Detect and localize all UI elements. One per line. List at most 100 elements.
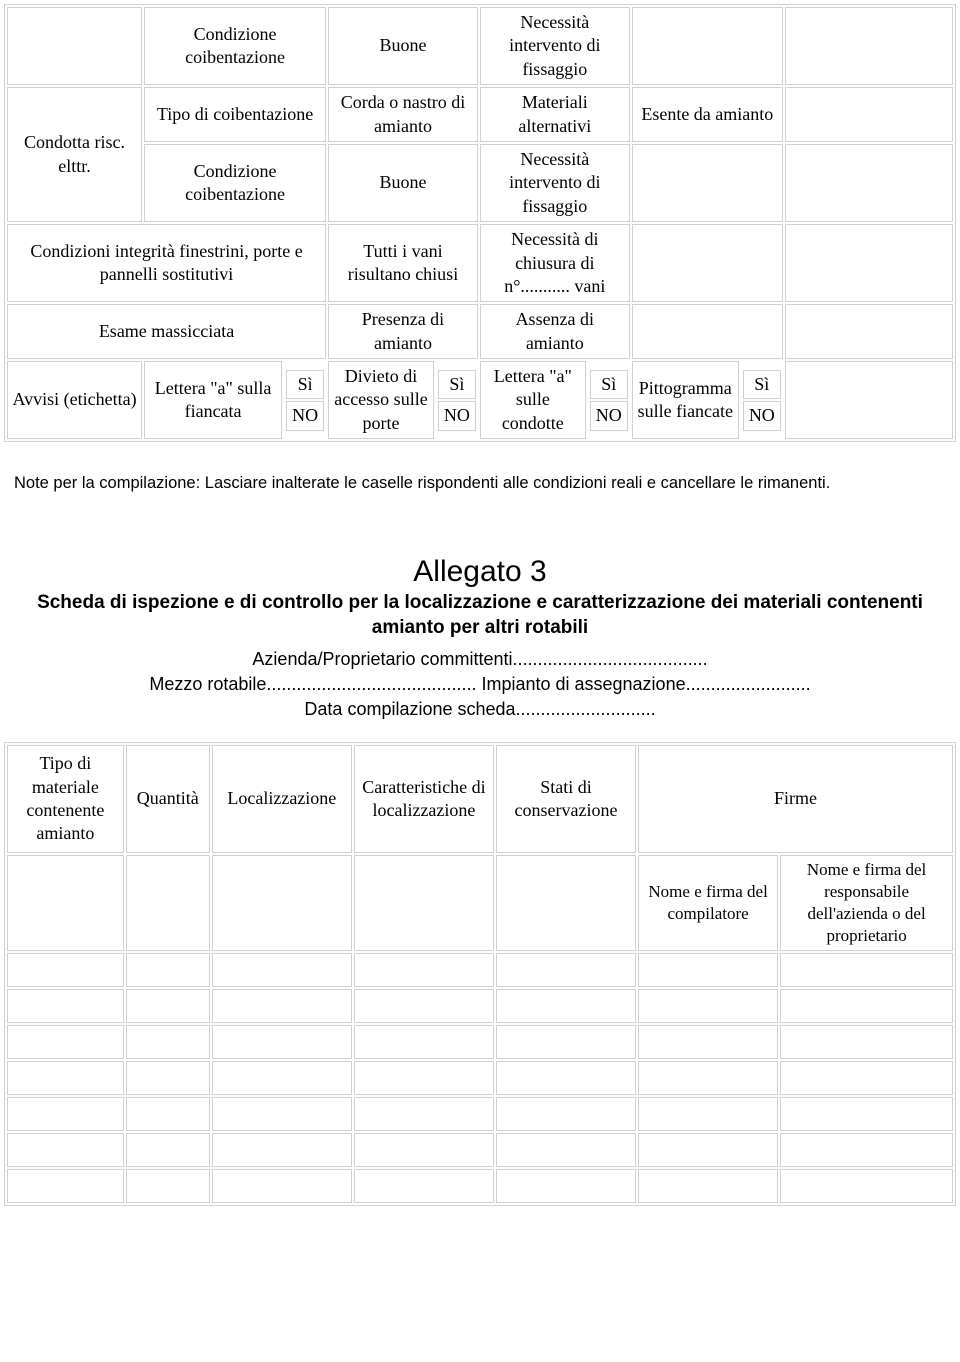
cell-blank	[126, 1061, 210, 1095]
allegato-subtitle: Scheda di ispezione e di controllo per l…	[24, 591, 936, 640]
table-row: Condizione coibentazione Buone Necessità…	[7, 7, 953, 85]
cell-blank	[126, 1097, 210, 1131]
cell-blank	[638, 953, 778, 987]
col-header: Stati di conservazione	[496, 745, 636, 853]
cell-blank	[354, 989, 494, 1023]
cell-blank	[126, 1169, 210, 1203]
inspection-table-1: Condizione coibentazione Buone Necessità…	[4, 4, 956, 442]
cell-blank	[212, 953, 352, 987]
cell-yesno: SìNO	[588, 361, 630, 439]
cell-yesno: SìNO	[284, 361, 326, 439]
cell-blank	[354, 1169, 494, 1203]
field-mezzo: Mezzo rotabile..........................…	[149, 672, 810, 697]
cell-si: Sì	[286, 370, 324, 399]
cell-blank	[212, 1133, 352, 1167]
cell-blank	[126, 953, 210, 987]
cell-blank	[638, 1097, 778, 1131]
cell-blank	[354, 1025, 494, 1059]
allegato-fields: Azienda/Proprietario committenti........…	[24, 647, 936, 723]
cell-value: Esente da amianto	[632, 87, 783, 142]
field-data: Data compilazione scheda................…	[304, 699, 655, 719]
cell-value: Materiali alternativi	[480, 87, 630, 142]
cell-blank	[126, 1025, 210, 1059]
cell-rowhead: Esame massicciata	[7, 304, 326, 359]
table-row	[7, 1061, 953, 1095]
cell-yesno: SìNO	[741, 361, 783, 439]
col-header: Localizzazione	[212, 745, 352, 853]
cell-blank	[785, 87, 953, 142]
cell-blank	[212, 989, 352, 1023]
cell-blank	[7, 1097, 124, 1131]
table-row: Esame massicciata Presenza di amianto As…	[7, 304, 953, 359]
cell-value: Necessità di chiusura di n°........... v…	[480, 224, 630, 302]
cell-no: NO	[590, 401, 628, 430]
cell-blank	[7, 1025, 124, 1059]
cell-sig: Nome e firma del responsabile dell'azien…	[780, 855, 953, 951]
cell-blank	[212, 1097, 352, 1131]
compilation-note: Note per la compilazione: Lasciare inalt…	[14, 472, 946, 495]
cell-label: Pittogramma sulle fiancate	[632, 361, 739, 439]
cell-label: Lettera "a" sulla fiancata	[144, 361, 282, 439]
table-row	[7, 953, 953, 987]
cell-label: Condizione coibentazione	[144, 144, 326, 222]
cell-no: NO	[286, 401, 324, 430]
cell-blank	[780, 1097, 953, 1131]
cell-blank	[354, 1097, 494, 1131]
cell-blank	[7, 7, 142, 85]
table-row: Nome e firma del compilatore Nome e firm…	[7, 855, 953, 951]
cell-blank	[7, 855, 124, 951]
cell-blank	[496, 1133, 636, 1167]
cell-blank	[496, 953, 636, 987]
cell-blank	[638, 1025, 778, 1059]
cell-si: Sì	[743, 370, 781, 399]
cell-label: Condizione coibentazione	[144, 7, 326, 85]
cell-blank	[785, 224, 953, 302]
cell-blank	[638, 1169, 778, 1203]
cell-blank	[780, 1061, 953, 1095]
cell-blank	[354, 953, 494, 987]
cell-blank	[780, 953, 953, 987]
cell-blank	[785, 144, 953, 222]
cell-rowhead: Avvisi (etichetta)	[7, 361, 142, 439]
cell-label: Tipo di coibentazione	[144, 87, 326, 142]
table-row: Avvisi (etichetta) Lettera "a" sulla fia…	[7, 361, 953, 439]
cell-rowhead: Condizioni integrità finestrini, porte e…	[7, 224, 326, 302]
cell-blank	[496, 989, 636, 1023]
cell-label: Divieto di accesso sulle porte	[328, 361, 434, 439]
cell-si: Sì	[438, 370, 476, 399]
cell-value: Buone	[328, 7, 478, 85]
cell-si: Sì	[590, 370, 628, 399]
table-row: Condotta risc. elttr. Tipo di coibentazi…	[7, 87, 953, 142]
table-row	[7, 989, 953, 1023]
cell-value: Tutti i vani risultano chiusi	[328, 224, 478, 302]
col-header: Firme	[638, 745, 953, 853]
cell-blank	[496, 1025, 636, 1059]
cell-blank	[212, 855, 352, 951]
inspection-table-2: Tipo di materiale contenente amianto Qua…	[4, 742, 956, 1206]
cell-blank	[7, 953, 124, 987]
col-header: Quantità	[126, 745, 210, 853]
cell-blank	[785, 304, 953, 359]
cell-blank	[780, 1025, 953, 1059]
cell-blank	[7, 1061, 124, 1095]
cell-value: Buone	[328, 144, 478, 222]
cell-blank	[496, 1061, 636, 1095]
cell-value: Necessità intervento di fissaggio	[480, 7, 630, 85]
table-row	[7, 1025, 953, 1059]
cell-blank	[632, 7, 783, 85]
cell-no: NO	[438, 401, 476, 430]
cell-blank	[354, 1061, 494, 1095]
cell-rowhead: Condotta risc. elttr.	[7, 87, 142, 222]
cell-blank	[780, 989, 953, 1023]
allegato-title: Allegato 3	[4, 555, 956, 589]
empty-rows	[7, 953, 953, 1203]
col-header: Caratteristiche di localizzazione	[354, 745, 494, 853]
table-row	[7, 1097, 953, 1131]
cell-blank	[212, 1025, 352, 1059]
cell-yesno: SìNO	[436, 361, 478, 439]
cell-blank	[638, 1061, 778, 1095]
cell-blank	[785, 361, 953, 439]
cell-blank	[632, 224, 783, 302]
cell-value: Corda o nastro di amianto	[328, 87, 478, 142]
cell-label: Lettera "a" sulle condotte	[480, 361, 586, 439]
